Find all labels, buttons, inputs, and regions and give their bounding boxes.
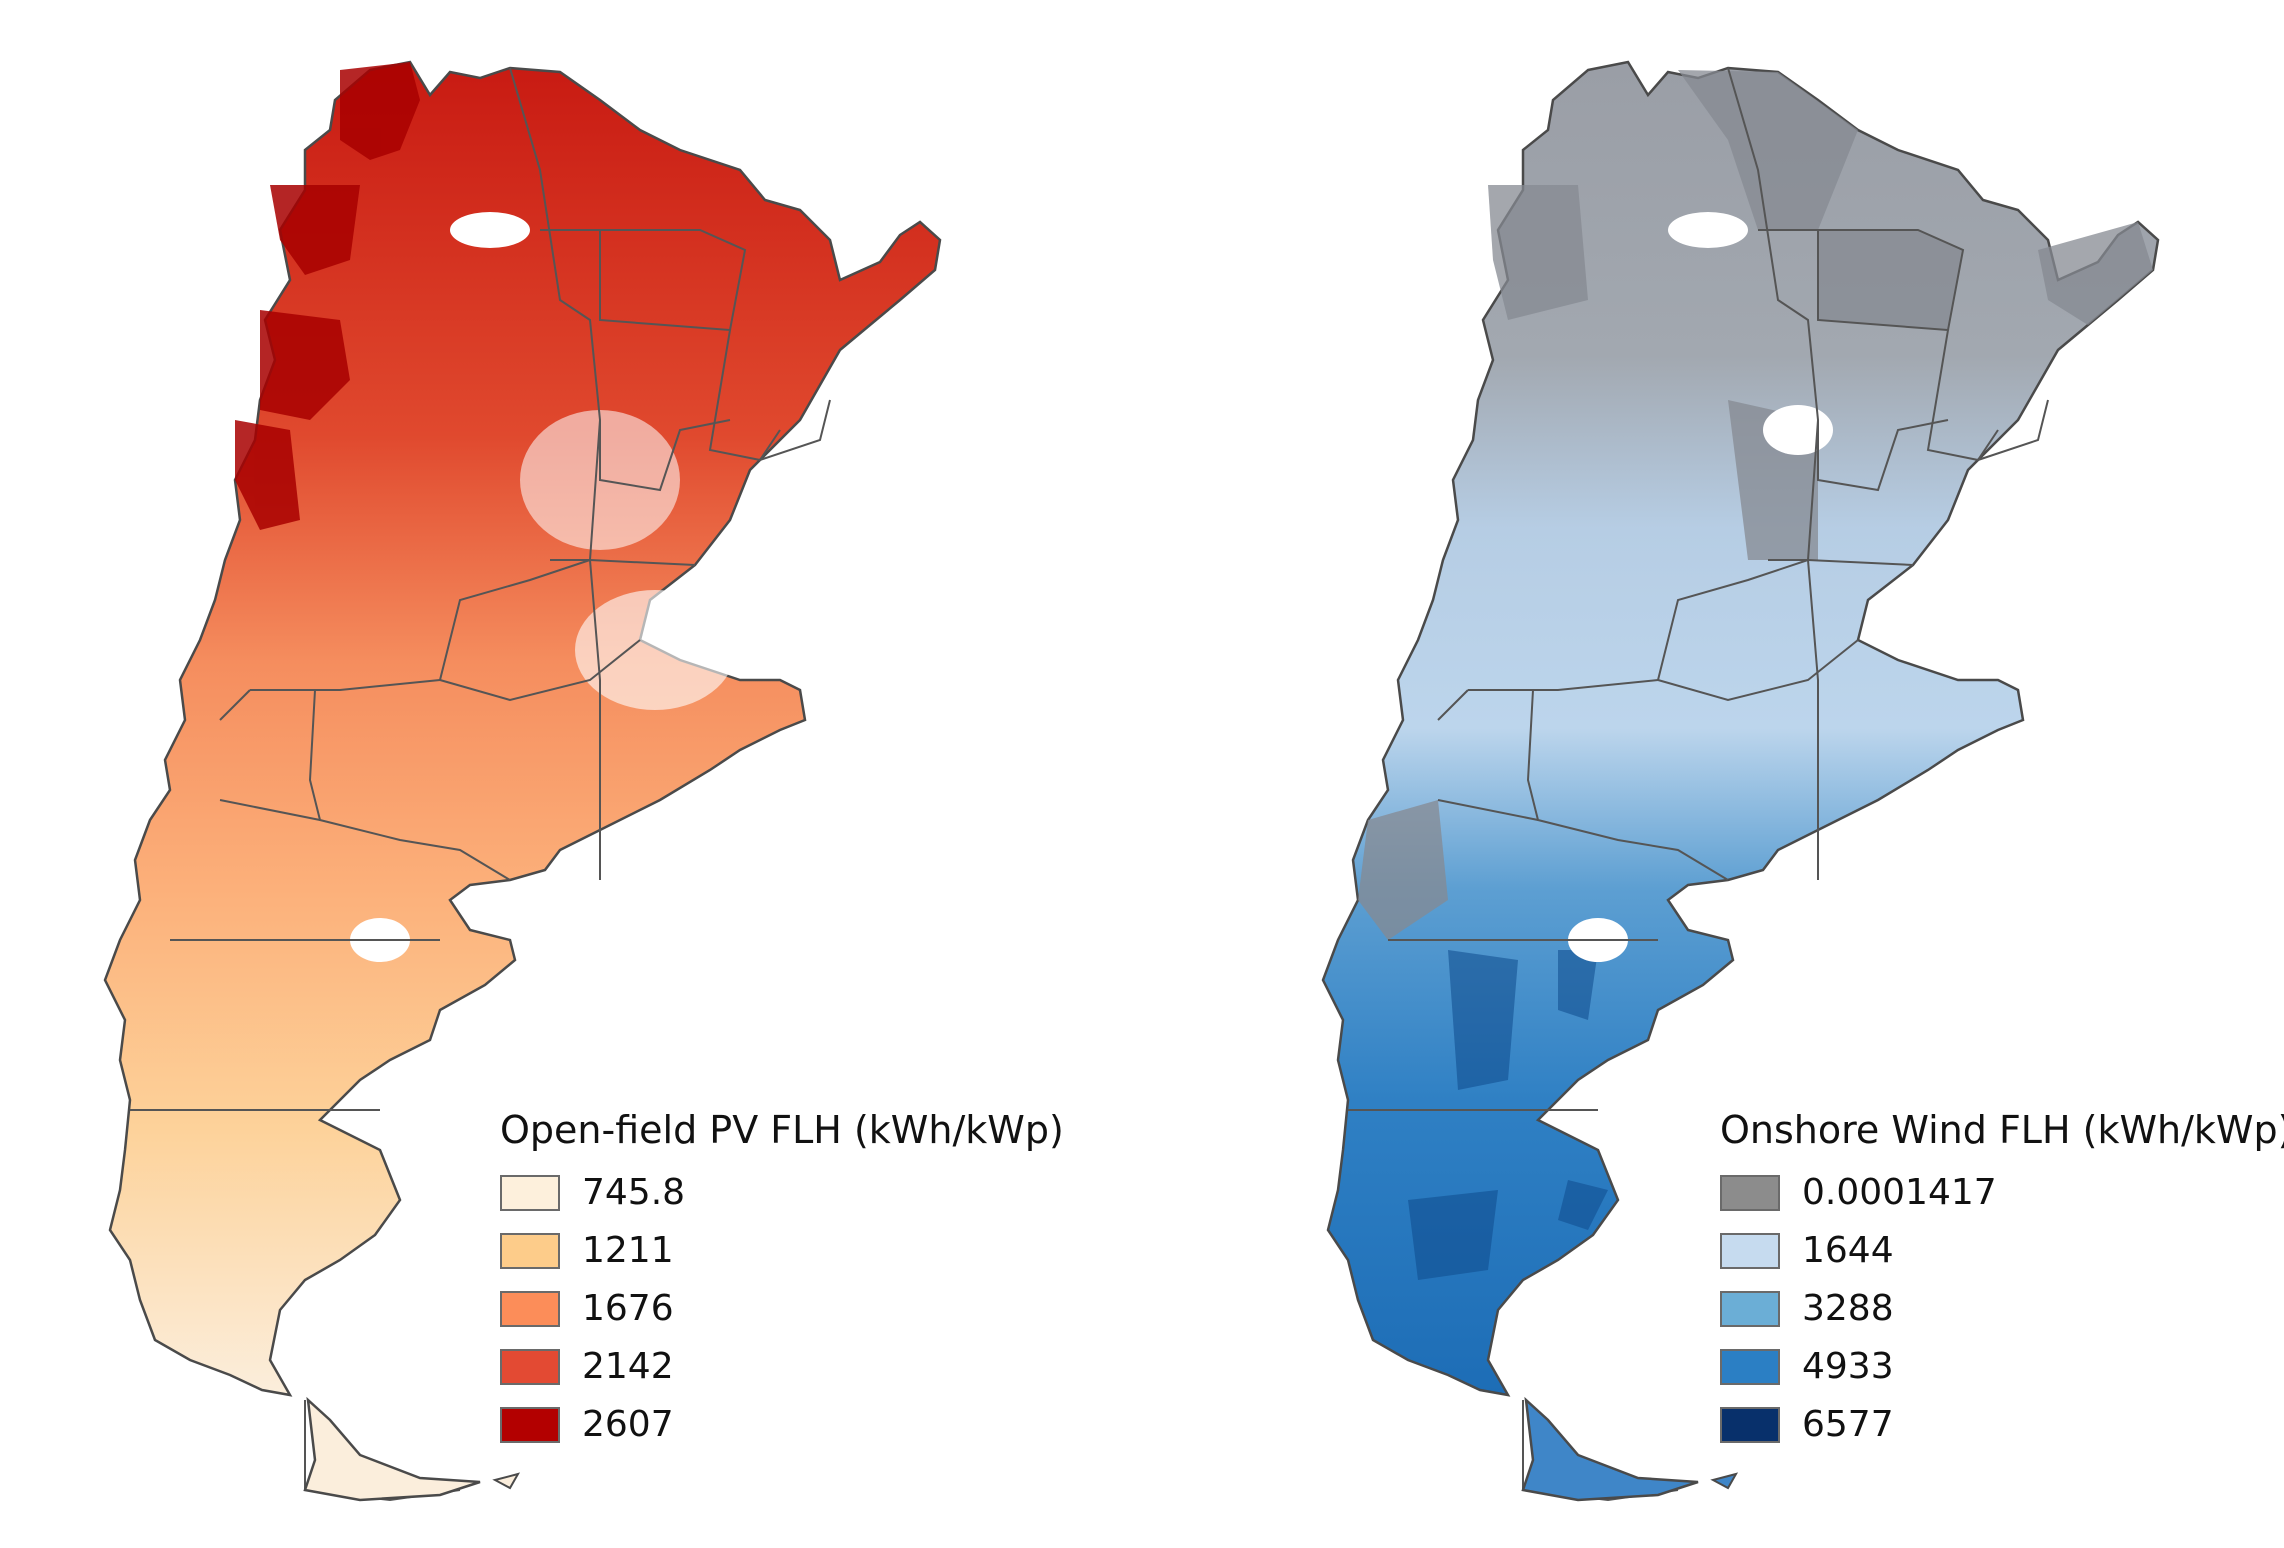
pv-legend: Open-field PV FLH (kWh/kWp) 745.8 1211 1… <box>500 1108 1064 1454</box>
wind-map <box>1258 0 2258 1548</box>
wind-legend: Onshore Wind FLH (kWh/kWp) 0.0001417 164… <box>1720 1108 2284 1454</box>
wind-malvinas-fragment <box>1710 1472 1739 1490</box>
wind-map-canvas <box>1321 60 2160 1502</box>
pv-legend-label: 2142 <box>582 1346 674 1387</box>
wind-legend-swatch <box>1720 1407 1780 1443</box>
wind-legend-item: 3288 <box>1720 1280 2284 1338</box>
wind-legend-item: 1644 <box>1720 1222 2284 1280</box>
wind-legend-item: 0.0001417 <box>1720 1164 2284 1222</box>
pv-legend-swatch <box>500 1233 560 1269</box>
pv-legend-item: 745.8 <box>500 1164 1064 1222</box>
pv-malvinas-fragment <box>492 1472 521 1490</box>
wind-legend-item: 4933 <box>1720 1338 2284 1396</box>
wind-legend-swatch <box>1720 1233 1780 1269</box>
pv-dark-hotspots <box>235 62 420 530</box>
wind-legend-label: 4933 <box>1802 1346 1894 1387</box>
wind-dark-streaks <box>1408 950 1608 1280</box>
pv-legend-item: 1211 <box>500 1222 1064 1280</box>
pv-white-holes <box>350 212 805 962</box>
wind-legend-label: 1644 <box>1802 1230 1894 1271</box>
pv-legend-label: 745.8 <box>582 1172 686 1213</box>
pv-legend-item: 2607 <box>500 1396 1064 1454</box>
pv-province-borders <box>130 67 831 1502</box>
pv-legend-item: 1676 <box>500 1280 1064 1338</box>
wind-legend-label: 0.0001417 <box>1802 1172 1997 1213</box>
pv-legend-swatch <box>500 1407 560 1443</box>
wind-grey-zones <box>1358 70 2153 940</box>
pv-legend-swatch <box>500 1175 560 1211</box>
pv-legend-swatch <box>500 1291 560 1327</box>
pv-legend-label: 1211 <box>582 1230 674 1271</box>
pv-legend-label: 1676 <box>582 1288 674 1329</box>
wind-legend-swatch <box>1720 1175 1780 1211</box>
wind-tierra-del-fuego <box>1521 1396 1699 1502</box>
pv-legend-item: 2142 <box>500 1338 1064 1396</box>
pv-legend-title: Open-field PV FLH (kWh/kWp) <box>500 1108 1064 1152</box>
wind-legend-title: Onshore Wind FLH (kWh/kWp) <box>1720 1108 2284 1152</box>
wind-legend-item: 6577 <box>1720 1396 2284 1454</box>
pv-tierra-del-fuego <box>303 1396 481 1502</box>
wind-legend-swatch <box>1720 1349 1780 1385</box>
wind-legend-label: 3288 <box>1802 1288 1894 1329</box>
pv-map <box>40 0 1040 1548</box>
pv-map-canvas <box>103 60 942 1502</box>
wind-legend-label: 6577 <box>1802 1404 1894 1445</box>
pv-legend-label: 2607 <box>582 1404 674 1445</box>
pv-legend-swatch <box>500 1349 560 1385</box>
wind-legend-swatch <box>1720 1291 1780 1327</box>
